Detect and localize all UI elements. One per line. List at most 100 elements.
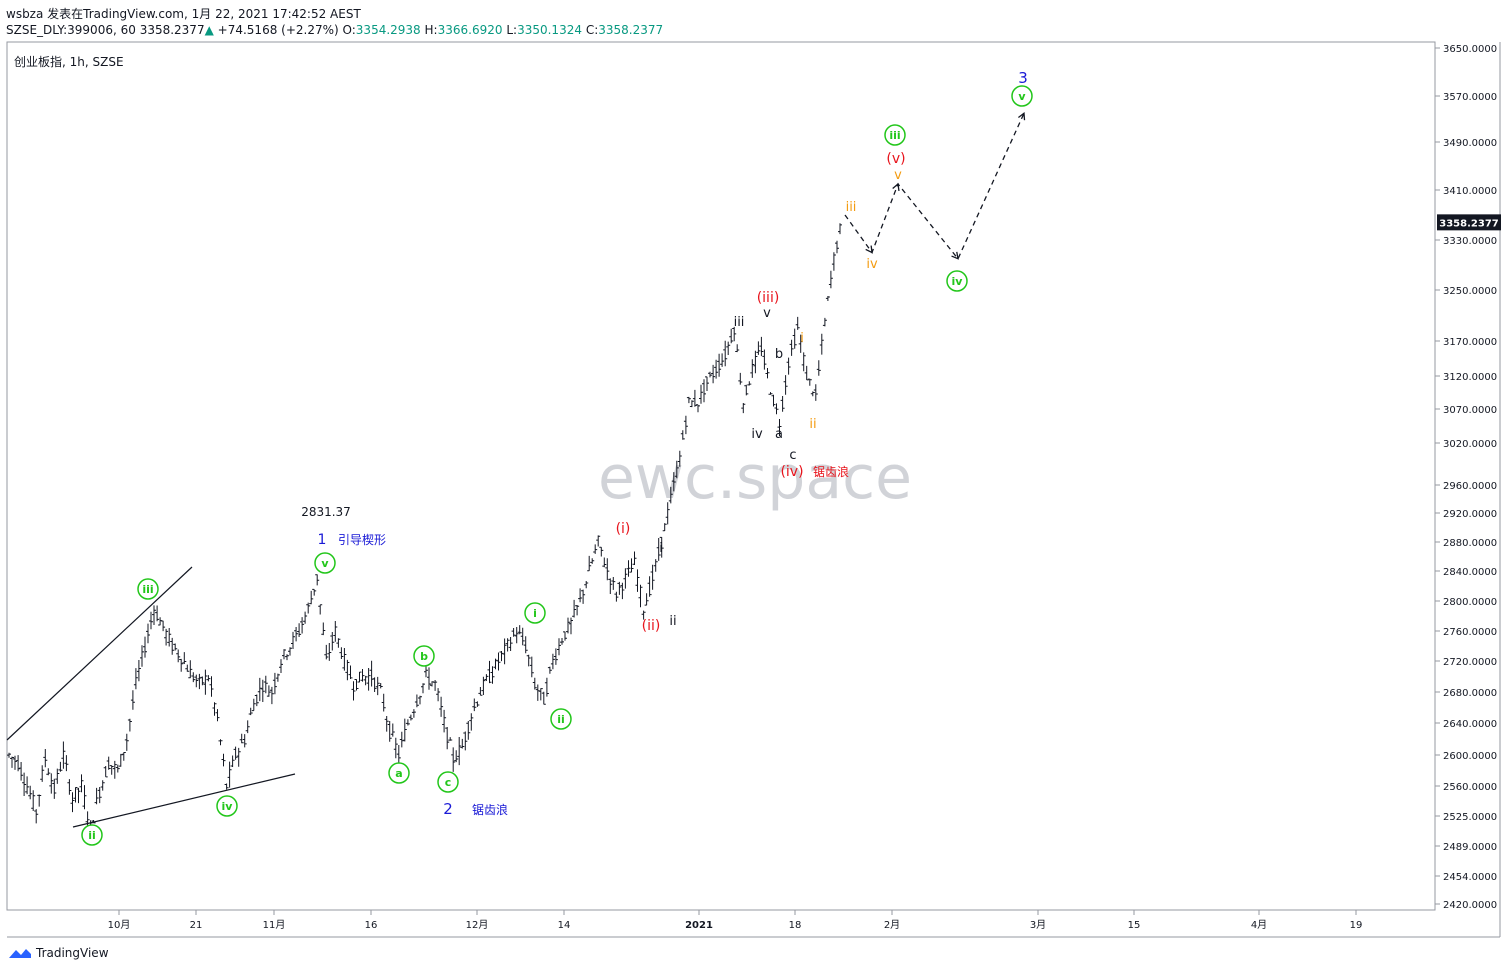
tradingview-logo-icon xyxy=(9,949,31,958)
ohlc-bar xyxy=(771,394,776,407)
wave-label-circle xyxy=(137,578,159,600)
ohlc-bar xyxy=(28,785,33,800)
ohlc-bar xyxy=(605,558,610,581)
ohlc-bar xyxy=(381,693,386,712)
ohlc-bar xyxy=(499,651,504,662)
open-label: O: xyxy=(342,23,356,37)
ohlc-bar xyxy=(584,581,589,589)
wave-label: (iii) xyxy=(757,290,780,306)
ohlc-bar xyxy=(505,638,510,652)
y-tick-label: 2840.0000 xyxy=(1443,567,1497,578)
ohlc-bar xyxy=(203,669,208,695)
ohlc-bar xyxy=(732,326,737,342)
ohlc-bar xyxy=(602,557,607,568)
ohlc-bar xyxy=(668,486,673,504)
ohlc-bar xyxy=(662,523,667,532)
ohlc-bar xyxy=(451,747,456,772)
x-tick-label: 16 xyxy=(365,920,378,931)
ohlc-bar xyxy=(245,720,250,734)
ohlc-bar xyxy=(227,761,232,788)
ohlc-bar xyxy=(100,780,105,791)
wave-label: 引导楔形 xyxy=(338,533,386,547)
ohlc-bar xyxy=(393,737,398,759)
ohlc-bar xyxy=(112,760,117,779)
ohlc-bar xyxy=(266,685,271,697)
ohlc-bar xyxy=(783,375,788,395)
ohlc-bar xyxy=(460,738,465,749)
y-tick-label: 2454.0000 xyxy=(1443,872,1497,883)
wave-label: a xyxy=(395,767,402,780)
wedge-lower-line xyxy=(72,773,296,828)
ohlc-bar xyxy=(617,581,622,595)
ohlc-bar xyxy=(342,648,347,671)
ohlc-bar xyxy=(569,617,573,635)
ohlc-bar xyxy=(387,721,392,742)
ohlc-bar xyxy=(759,336,764,357)
ohlc-bar xyxy=(254,694,259,707)
ohlc-bar xyxy=(140,645,144,667)
ohlc-bar xyxy=(363,675,368,686)
wave-label-circle xyxy=(388,762,410,784)
ohlc-bar xyxy=(717,353,722,377)
ohlc-bar xyxy=(813,384,818,401)
ohlc-bar xyxy=(475,701,480,707)
wave-label: 2831.37 xyxy=(301,505,351,519)
wave-label: ii xyxy=(557,713,565,726)
ohlc-bar xyxy=(16,755,21,772)
ohlc-bar xyxy=(37,794,42,807)
ohlc-bar xyxy=(197,673,202,690)
ohlc-bar xyxy=(43,749,48,768)
ohlc-bar xyxy=(659,536,664,558)
ohlc-bar xyxy=(333,621,338,642)
ohlc-bar xyxy=(182,652,187,664)
ohlc-bar xyxy=(321,622,326,636)
ohlc-bar xyxy=(411,709,416,718)
ohlc-bar xyxy=(526,654,531,667)
ohlc-bar xyxy=(686,396,691,404)
ohlc-bar xyxy=(402,718,407,742)
ohlc-bar xyxy=(804,365,809,381)
x-tick-label: 4月 xyxy=(1251,919,1267,931)
ohlc-bar xyxy=(191,672,196,683)
ohlc-bar xyxy=(705,376,709,391)
ohlc-bar xyxy=(297,623,302,637)
x-tick-label: 12月 xyxy=(466,919,489,931)
wave-label: iv xyxy=(222,800,234,813)
ohlc-bar xyxy=(424,665,428,678)
ohlc-bar xyxy=(632,551,637,565)
tradingview-footer[interactable]: TradingView xyxy=(8,946,109,960)
wave-label: v xyxy=(894,168,902,183)
wave-label: 锯齿浪 xyxy=(813,464,849,479)
ohlc-bar xyxy=(671,472,676,492)
wedge-upper-line xyxy=(6,566,193,741)
ohlc-bar xyxy=(263,675,268,694)
ohlc-bar xyxy=(378,683,383,689)
ohlc-bar xyxy=(638,584,643,608)
ohlc-bar xyxy=(756,341,761,355)
ohlc-bar xyxy=(575,605,580,616)
ohlc-bar xyxy=(557,638,561,656)
wave-label: iii xyxy=(734,315,745,330)
ohlc-bar xyxy=(118,753,123,767)
ohlc-bar xyxy=(644,593,649,606)
ohlc-bar xyxy=(620,582,625,600)
ohlc-bar xyxy=(357,671,362,683)
wave-label: c xyxy=(445,776,452,789)
ohlc-bar xyxy=(544,677,549,697)
ohlc-bar xyxy=(433,680,438,691)
projection-arrowhead xyxy=(892,182,900,192)
wave-label: b xyxy=(420,650,428,663)
ohlc-bar xyxy=(97,787,102,804)
ohlc-bar xyxy=(466,721,471,740)
ohlc-bar xyxy=(155,605,160,622)
ohlc-bar xyxy=(747,381,752,386)
ohlc-bar xyxy=(629,558,634,573)
ohlc-bar xyxy=(674,460,679,479)
wave-label-circle xyxy=(314,552,336,574)
ohlc-bar xyxy=(318,604,323,615)
ohlc-bar xyxy=(442,709,447,733)
ohlc-bar xyxy=(248,707,253,716)
wave-label: ii xyxy=(809,417,816,432)
ohlc-bar xyxy=(741,403,746,414)
